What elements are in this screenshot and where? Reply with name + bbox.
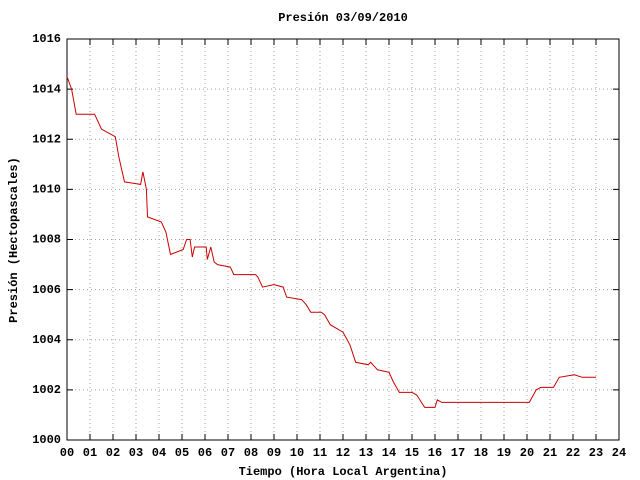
x-tick-label: 06 (198, 446, 212, 460)
x-tick-label: 05 (175, 446, 189, 460)
x-tick-label: 10 (290, 446, 304, 460)
y-tick-label: 1010 (32, 183, 61, 197)
y-tick-label: 1004 (32, 333, 61, 347)
y-tick-label: 1006 (32, 283, 61, 297)
x-tick-label: 13 (359, 446, 373, 460)
x-tick-label: 19 (497, 446, 511, 460)
x-tick-label: 16 (428, 446, 442, 460)
x-tick-label: 11 (313, 446, 327, 460)
x-tick-label: 18 (474, 446, 488, 460)
y-tick-label: 1012 (32, 132, 61, 146)
y-tick-label: 1008 (32, 233, 61, 247)
x-tick-label: 20 (520, 446, 534, 460)
y-tick-label: 1014 (32, 82, 61, 96)
x-tick-label: 00 (60, 446, 74, 460)
x-tick-label: 15 (405, 446, 419, 460)
y-tick-label: 1016 (32, 32, 61, 46)
x-tick-label: 04 (152, 446, 166, 460)
x-tick-label: 23 (589, 446, 603, 460)
x-tick-label: 09 (267, 446, 281, 460)
plot-border (66, 38, 620, 441)
x-tick-label: 01 (83, 446, 97, 460)
x-tick-label: 07 (221, 446, 235, 460)
y-tick-label: 1002 (32, 383, 61, 397)
chart-title: Presión 03/09/2010 (278, 11, 408, 25)
data-line (66, 76, 596, 408)
x-tick-label: 12 (336, 446, 350, 460)
y-axis-label: Presión (Hectopascales) (7, 157, 21, 323)
x-tick-label: 03 (129, 446, 143, 460)
x-tick-label: 24 (612, 446, 626, 460)
x-tick-label: 02 (106, 446, 120, 460)
y-tick-label: 1000 (32, 433, 61, 447)
x-tick-label: 14 (382, 446, 396, 460)
x-tick-label: 08 (244, 446, 258, 460)
x-tick-label: 17 (451, 446, 465, 460)
x-tick-label: 21 (543, 446, 557, 460)
x-axis-label: Tiempo (Hora Local Argentina) (239, 465, 448, 479)
x-tick-label: 22 (566, 446, 580, 460)
